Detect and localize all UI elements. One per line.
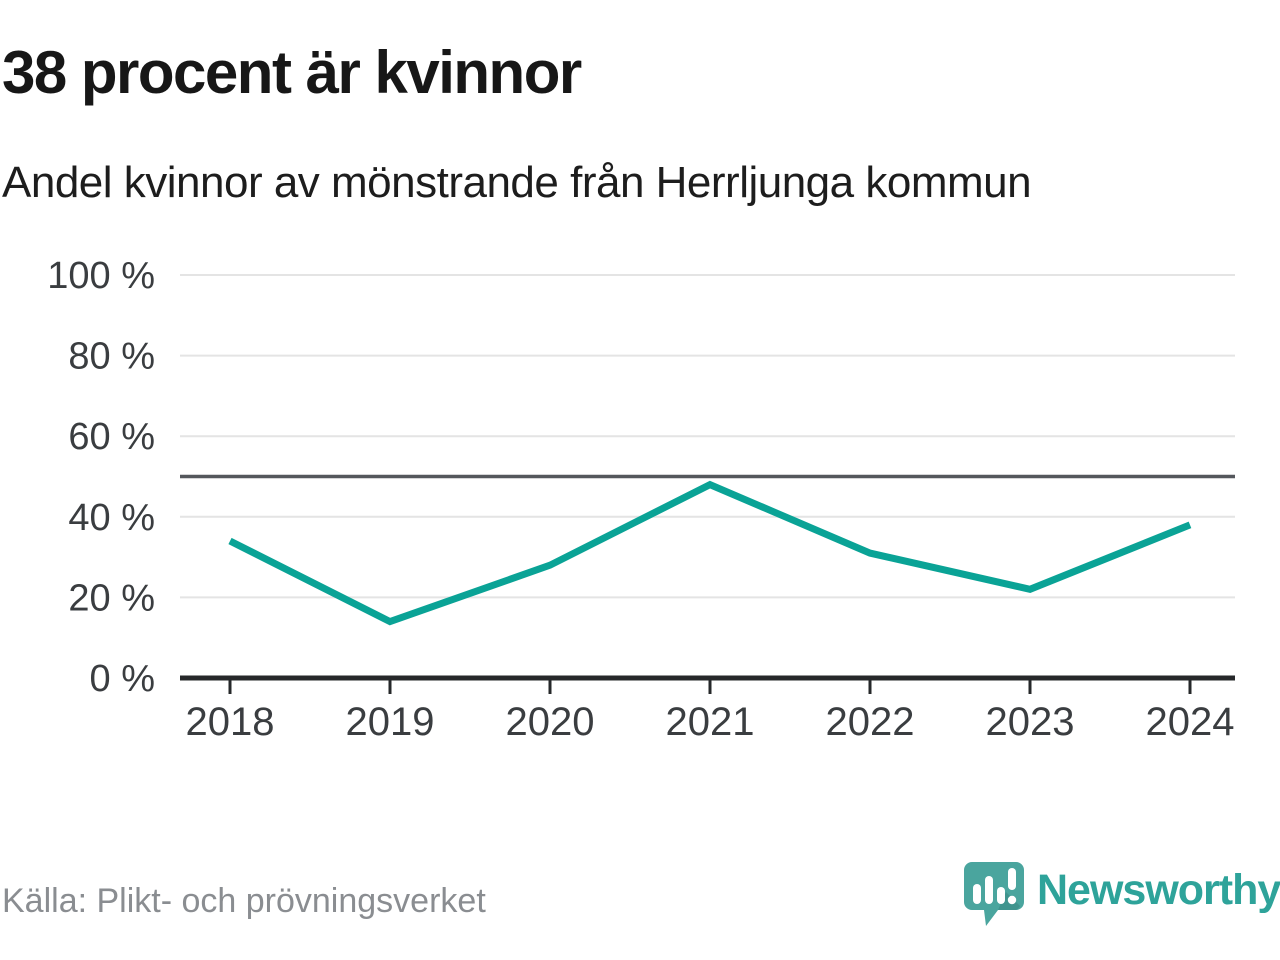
y-axis-tick-label: 100 % (47, 255, 155, 297)
x-axis-tick-label: 2022 (826, 700, 915, 744)
y-axis-tick-label: 20 % (68, 577, 155, 619)
x-axis-tick-label: 2018 (186, 700, 275, 744)
y-axis-tick-label: 40 % (68, 497, 155, 539)
x-axis-tick-label: 2020 (506, 700, 595, 744)
y-axis-tick-label: 60 % (68, 416, 155, 458)
x-axis-tick-label: 2023 (986, 700, 1075, 744)
line-chart-canvas: 0 % 20 % 40 % 60 % 80 % 100 % 2018 2019 2020 2021… (47, 255, 1235, 744)
x-axis-tick-label: 2019 (346, 700, 435, 744)
y-axis-tick-label: 80 % (68, 336, 155, 378)
x-axis-tick-label: 2024 (1146, 700, 1235, 744)
y-axis-tick-label: 0 % (90, 658, 155, 700)
x-axis-tick-label: 2021 (666, 700, 755, 744)
source-note: Källa: Plikt- och prövningsverket (2, 882, 486, 920)
newsworthy-logo-icon (964, 862, 1024, 926)
chart-subtitle: Andel kvinnor av mönstrande från Herrlju… (2, 158, 1032, 207)
newsworthy-logo-text: Newsworthy (1037, 865, 1280, 914)
line-chart: 0 % 20 % 40 % 60 % 80 % 100 % 2018 2019 2020 2021… (0, 240, 1280, 760)
data-line-andel-kvinnor (228, 480, 1192, 626)
newsworthy-logo: Newsworthy (962, 858, 1280, 930)
chart-title: 38 procent är kvinnor (2, 39, 582, 106)
